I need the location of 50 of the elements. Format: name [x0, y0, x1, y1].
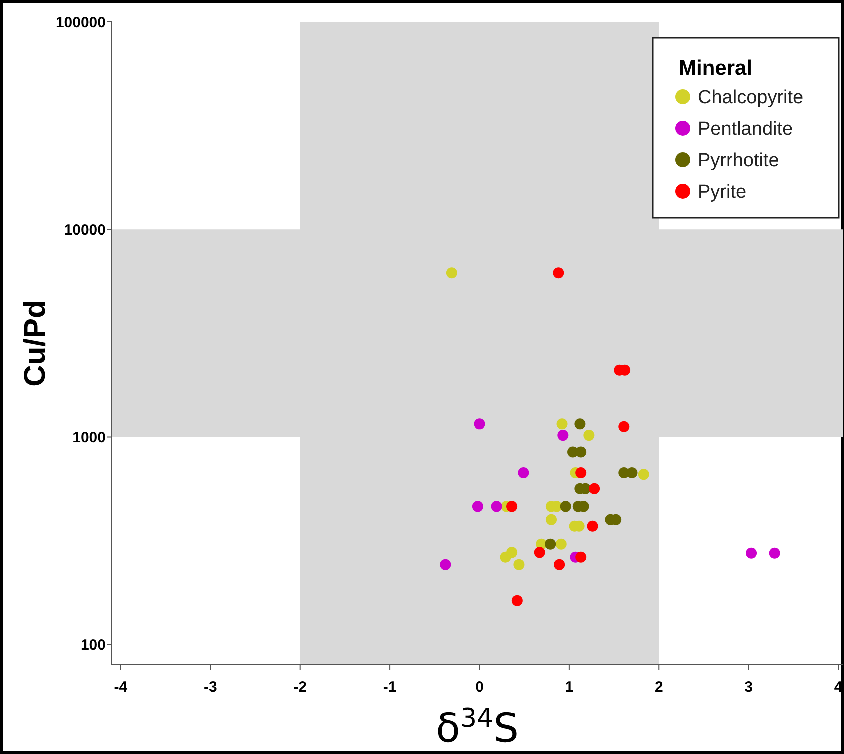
point: [576, 552, 587, 563]
point: [560, 501, 572, 512]
point: [587, 520, 598, 532]
x-tick-label: 3: [744, 679, 753, 696]
point: [546, 514, 557, 526]
legend-label: Chalcopyrite: [698, 88, 804, 109]
point: [553, 268, 564, 279]
point: [584, 430, 595, 442]
legend-title: Mineral: [679, 57, 753, 80]
x-tick-label: 2: [654, 679, 664, 696]
point: [446, 268, 458, 279]
point: [506, 547, 518, 558]
x-tick-label: 0: [476, 679, 484, 696]
legend-label: Pyrite: [698, 182, 747, 204]
legend-label: Pyrrhotite: [698, 150, 780, 172]
point: [518, 467, 530, 478]
y-tick-label: 10000: [64, 222, 106, 239]
x-axis-title: δ$^{34}$S: [436, 704, 519, 752]
point: [589, 483, 600, 494]
y-tick-label: 100: [80, 637, 106, 654]
point: [506, 501, 518, 512]
point: [576, 467, 587, 478]
point: [514, 559, 525, 570]
point: [626, 467, 638, 478]
point: [618, 421, 630, 432]
point: [491, 501, 502, 512]
point: [554, 559, 566, 570]
y-tick-label: 1000: [72, 430, 106, 447]
x-tick-label: 1: [565, 679, 574, 696]
point: [576, 446, 587, 458]
point: [472, 501, 484, 512]
x-tick-label: -1: [383, 679, 397, 696]
point: [574, 418, 586, 430]
point: [746, 548, 758, 559]
point: [556, 418, 568, 430]
point: [769, 548, 780, 559]
x-tick-label: -4: [114, 679, 128, 696]
point: [512, 595, 523, 606]
y-axis-title: Cu/Pd: [19, 300, 52, 387]
point: [474, 418, 486, 430]
point: [556, 538, 567, 550]
point: [545, 538, 556, 550]
y-tick-label: 100000: [56, 14, 106, 32]
point: [534, 547, 546, 558]
x-tick-label: -2: [294, 679, 308, 696]
point: [638, 469, 650, 480]
point: [558, 430, 569, 442]
x-tick-label: -3: [204, 679, 218, 696]
point: [440, 559, 452, 570]
legend-label: Pentlandite: [698, 119, 794, 140]
